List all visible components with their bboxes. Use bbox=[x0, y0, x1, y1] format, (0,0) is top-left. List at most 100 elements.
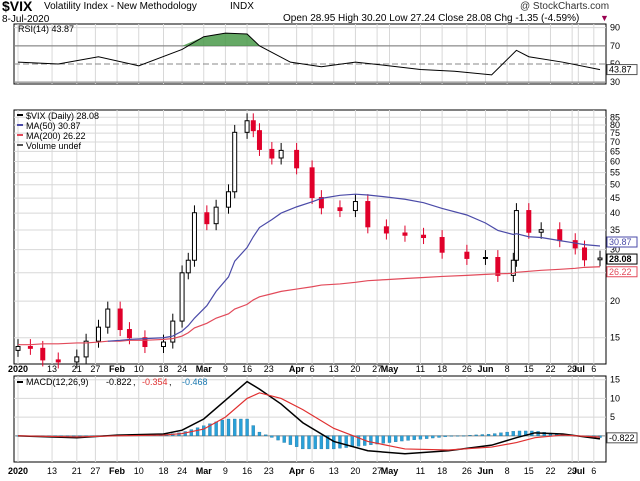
x-tick-label-macd: 22 bbox=[545, 466, 555, 476]
price-tick-label: 35 bbox=[610, 225, 620, 235]
x-tick-label-price: 20 bbox=[350, 364, 360, 374]
x-tick-label-macd: 6 bbox=[591, 466, 596, 476]
candle-body bbox=[256, 130, 262, 150]
price-legend-swatch bbox=[17, 134, 23, 136]
candle-body bbox=[421, 234, 427, 239]
rsi-tick-label: 50 bbox=[610, 59, 620, 69]
price-legend-item: Volume undef bbox=[26, 141, 82, 151]
macd-histogram-bar bbox=[517, 430, 522, 436]
candle-body bbox=[244, 120, 250, 133]
candle-body bbox=[510, 259, 516, 276]
x-tick-label-price: 18 bbox=[158, 364, 168, 374]
candle-body bbox=[402, 232, 408, 236]
price-tick-label: 65 bbox=[610, 146, 620, 156]
macd-histogram-bar bbox=[319, 435, 324, 450]
candle-body bbox=[232, 131, 238, 193]
x-tick-label-macd: 16 bbox=[242, 466, 252, 476]
macd-histogram-bar bbox=[356, 435, 361, 447]
x-tick-label-price: 6 bbox=[591, 364, 596, 374]
candle-body bbox=[557, 229, 563, 242]
macd-histogram-bar bbox=[214, 421, 218, 436]
macd-histogram-bar bbox=[418, 435, 423, 440]
macd-histogram-bar bbox=[270, 435, 274, 438]
macd-histogram-bar bbox=[406, 435, 410, 441]
x-tick-label-macd: 29 bbox=[567, 466, 577, 476]
x-tick-label-macd: Apr bbox=[289, 466, 305, 476]
macd-histogram-bar bbox=[189, 429, 194, 436]
candle-body bbox=[495, 257, 501, 276]
rsi-last-label: 43.87 bbox=[609, 65, 632, 75]
macd-last-label: -0.822 bbox=[609, 433, 635, 443]
macd-histogram-bar bbox=[307, 435, 311, 450]
macd-histogram-bar bbox=[264, 434, 268, 436]
x-tick-label-macd: Jul bbox=[572, 466, 585, 476]
x-tick-label-price: 13 bbox=[47, 364, 57, 374]
macd-last-box bbox=[606, 432, 638, 444]
x-tick-label-macd: 24 bbox=[177, 466, 187, 476]
x-tick-label-macd: 13 bbox=[329, 466, 339, 476]
x-tick-label-macd: Jun bbox=[477, 466, 493, 476]
x-tick-label-price: Mar bbox=[196, 364, 213, 374]
price-tick-label: 75 bbox=[610, 128, 620, 138]
price-last-label: 28.08 bbox=[609, 254, 632, 264]
macd-histogram-bar bbox=[499, 432, 503, 436]
candle-body bbox=[383, 226, 389, 234]
x-tick-label-macd: 11 bbox=[416, 466, 425, 476]
chg-down-marker: ▼ bbox=[600, 13, 609, 23]
x-tick-label-price: Feb bbox=[109, 364, 126, 374]
x-tick-label-price: 16 bbox=[242, 364, 252, 374]
price-tick-label: 45 bbox=[610, 193, 620, 203]
candle-body bbox=[318, 197, 324, 209]
x-tick-label-price: 24 bbox=[177, 364, 187, 374]
x-tick-label-price: 21 bbox=[72, 364, 82, 374]
macd-histogram-bar bbox=[239, 418, 243, 436]
x-tick-label-macd: 2020 bbox=[8, 466, 28, 476]
price-tick-label: 20 bbox=[610, 296, 620, 306]
ma50-line bbox=[107, 193, 601, 342]
candle-body bbox=[179, 272, 185, 322]
price-last-box bbox=[606, 236, 638, 248]
macd-histogram-bar bbox=[294, 435, 299, 447]
x-tick-label-price: 11 bbox=[416, 364, 425, 374]
macd-legend-value: -0.354 bbox=[142, 377, 168, 387]
x-tick-label-price: 15 bbox=[524, 364, 534, 374]
chart-instrument-name: Volatility Index - New Methodology bbox=[44, 1, 197, 12]
candle-body bbox=[185, 259, 191, 274]
x-tick-label-price: 2020 bbox=[8, 364, 28, 374]
rsi-legend: RSI(14) 43.87 bbox=[18, 24, 74, 34]
x-tick-label-macd: 18 bbox=[158, 466, 168, 476]
candle-body bbox=[365, 201, 371, 228]
macd-legend-separator: , bbox=[169, 377, 172, 387]
macd-histogram-bar bbox=[202, 425, 206, 436]
macd-histogram-bar bbox=[350, 435, 354, 448]
rsi-tick-label: 90 bbox=[610, 23, 620, 33]
macd-histogram-bar bbox=[486, 433, 491, 436]
x-tick-label-macd: Feb bbox=[109, 466, 126, 476]
macd-histogram-bar bbox=[220, 419, 224, 436]
candle-body bbox=[191, 212, 197, 261]
x-tick-label-macd: 21 bbox=[72, 466, 82, 476]
candle-body bbox=[40, 347, 46, 361]
candle-body bbox=[142, 337, 148, 348]
x-tick-label-price: 10 bbox=[134, 364, 144, 374]
candle-body bbox=[439, 237, 445, 253]
macd-panel-frame bbox=[13, 375, 607, 463]
x-tick-label-price: 6 bbox=[310, 364, 315, 374]
macd-legend-value: -0.468 bbox=[182, 377, 208, 387]
macd-histogram-bar bbox=[394, 435, 398, 442]
macd-tick-label: 5 bbox=[610, 412, 615, 422]
x-tick-label-macd: 10 bbox=[134, 466, 144, 476]
price-legend-item: $VIX (Daily) 28.08 bbox=[26, 111, 99, 121]
price-legend-item: MA(200) 26.22 bbox=[26, 131, 86, 141]
macd-histogram-bar bbox=[257, 431, 262, 436]
macd-histogram-bar bbox=[282, 435, 286, 443]
candle-body bbox=[170, 320, 176, 343]
x-tick-label-price: 27 bbox=[372, 364, 382, 374]
macd-histogram-bar bbox=[449, 435, 454, 437]
candle-body bbox=[15, 346, 21, 351]
chart-exchange: INDX bbox=[230, 1, 254, 12]
macd-histogram-bar bbox=[251, 425, 255, 436]
macd-histogram-bar bbox=[195, 427, 200, 436]
macd-line bbox=[17, 380, 601, 455]
macd-legend-swatch bbox=[17, 381, 23, 383]
